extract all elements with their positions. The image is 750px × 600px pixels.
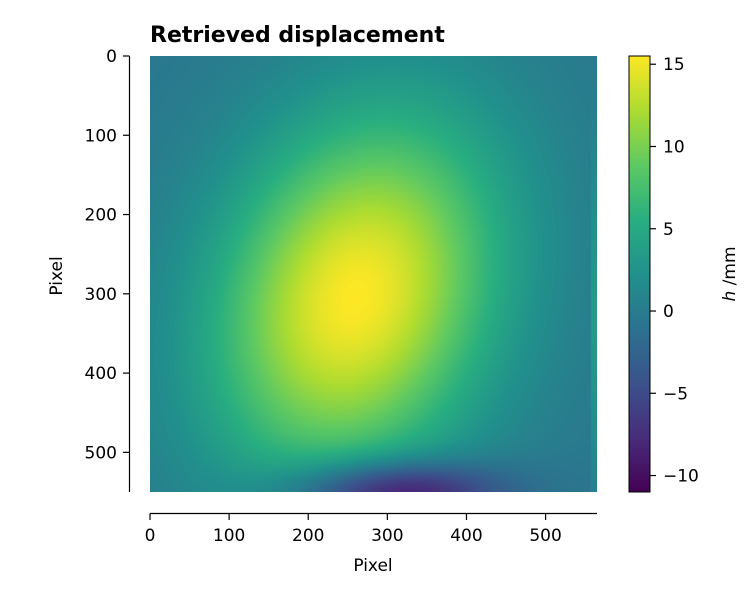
x-tick-label: 100 <box>213 526 245 546</box>
y-tick-label: 400 <box>85 364 117 384</box>
colorbar-tick-label: 5 <box>663 220 674 240</box>
y-tick-label: 0 <box>106 47 117 67</box>
x-tick-label: 200 <box>292 526 324 546</box>
colorbar-tick-label: 10 <box>663 137 685 157</box>
y-axis-ticks: 0 100 200 300 400 500 <box>85 47 130 463</box>
x-tick-label: 400 <box>450 526 482 546</box>
colorbar-tick-label: 0 <box>663 302 674 322</box>
colorbar-tick-label: −10 <box>663 467 699 487</box>
y-tick-label: 200 <box>85 206 117 226</box>
x-tick-label: 500 <box>529 526 561 546</box>
y-tick-label: 300 <box>85 285 117 305</box>
colorbar-tick-label: 15 <box>663 55 685 75</box>
x-axis-label: Pixel <box>353 556 392 576</box>
y-tick-label: 500 <box>85 443 117 463</box>
colorbar <box>628 55 651 493</box>
colorbar-ticks: 15 10 5 0 −5 −10 <box>650 55 699 487</box>
colorbar-label: h /mm <box>720 246 740 301</box>
chart-title: Retrieved displacement <box>150 23 445 48</box>
heatmap-image <box>150 56 597 492</box>
x-tick-label: 300 <box>371 526 403 546</box>
y-tick-label: 100 <box>85 126 117 146</box>
y-axis-label: Pixel <box>47 256 67 295</box>
x-axis-ticks: 0 100 200 300 400 500 <box>145 513 562 546</box>
colorbar-tick-label: −5 <box>663 384 688 404</box>
x-tick-label: 0 <box>145 526 156 546</box>
